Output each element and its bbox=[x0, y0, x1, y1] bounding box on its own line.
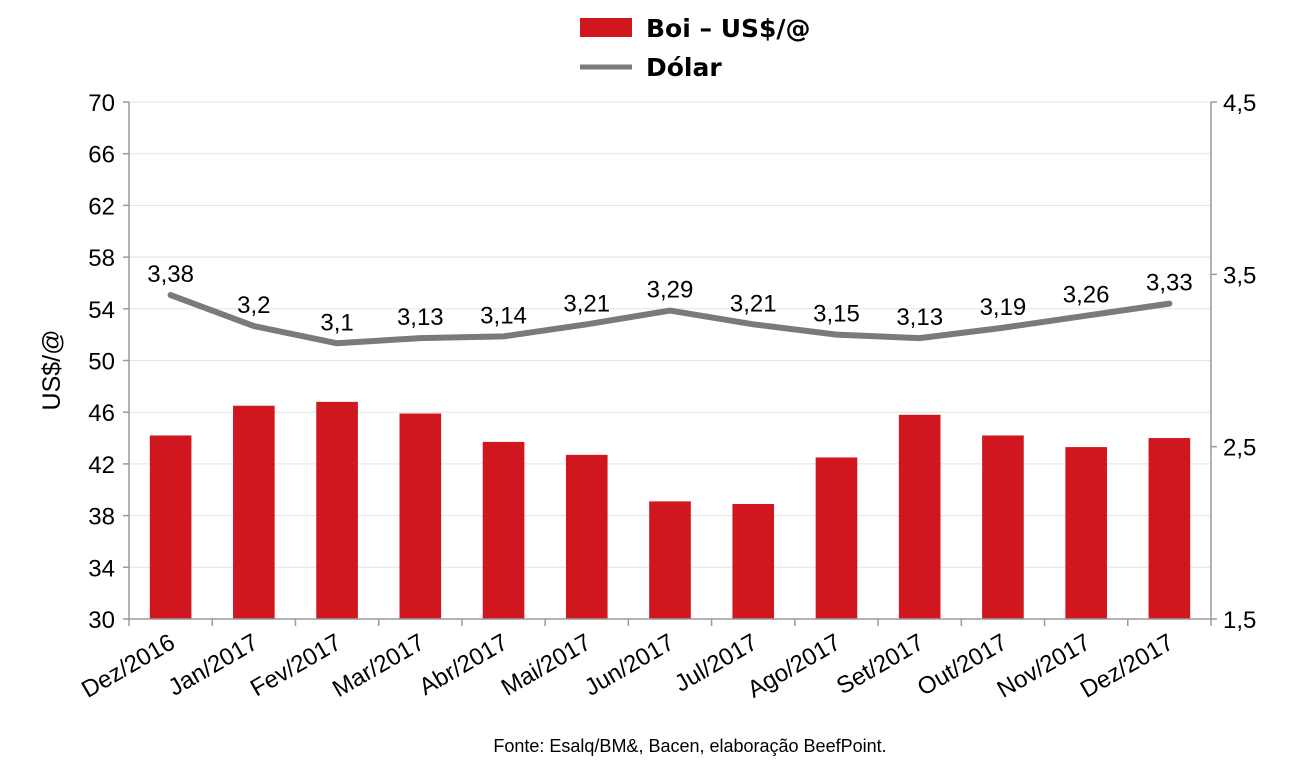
data-label: 3,33 bbox=[1146, 270, 1193, 297]
data-label: 3,38 bbox=[147, 261, 194, 288]
x-tick-label: Nov/2017 bbox=[993, 629, 1095, 704]
y-tick-label: 50 bbox=[88, 349, 115, 376]
data-label: 3,13 bbox=[397, 304, 444, 331]
bar bbox=[1148, 438, 1191, 619]
x-tick-label: Set/2017 bbox=[832, 629, 929, 700]
data-label: 3,15 bbox=[813, 301, 860, 328]
axes bbox=[123, 101, 1217, 626]
bar bbox=[316, 401, 358, 619]
bar bbox=[233, 405, 275, 619]
x-tick-label: Out/2017 bbox=[913, 629, 1012, 702]
bar bbox=[482, 441, 525, 619]
x-tick-label: Dez/2016 bbox=[77, 629, 179, 704]
data-label: 3,2 bbox=[237, 292, 270, 319]
bar bbox=[649, 501, 691, 619]
bar bbox=[399, 413, 442, 619]
bar bbox=[732, 503, 775, 619]
y2-tick-label: 3,5 bbox=[1223, 262, 1256, 289]
y-axis-title: US$/@ bbox=[38, 330, 66, 411]
legend-swatch-bar bbox=[580, 18, 632, 37]
y2-tick-label: 2,5 bbox=[1223, 435, 1256, 462]
x-tick-label: Ago/2017 bbox=[743, 629, 845, 704]
x-tick-label: Jun/2017 bbox=[580, 629, 679, 702]
x-tick-label: Fev/2017 bbox=[246, 629, 346, 702]
y-tick-label: 34 bbox=[88, 555, 115, 582]
data-label: 3,13 bbox=[896, 304, 943, 331]
legend-label-bar: Boi – US$/@ bbox=[646, 14, 811, 43]
y-tick-label: 54 bbox=[88, 297, 115, 324]
bar-series bbox=[149, 401, 1191, 619]
x-tick-label: Dez/2017 bbox=[1076, 629, 1178, 704]
x-tick-label: Mai/2017 bbox=[497, 629, 596, 702]
gridlines bbox=[129, 101, 1211, 620]
y2-tick-label: 1,5 bbox=[1223, 607, 1256, 634]
x-tick-label: Abr/2017 bbox=[415, 629, 513, 701]
bar bbox=[1065, 447, 1107, 619]
y-tick-label: 46 bbox=[88, 400, 115, 427]
x-tick-label: Jan/2017 bbox=[164, 629, 263, 702]
data-label: 3,29 bbox=[647, 277, 694, 304]
source-note: Fonte: Esalq/BM&, Bacen, elaboração Beef… bbox=[493, 736, 886, 756]
bar bbox=[982, 435, 1024, 619]
bar bbox=[898, 414, 941, 619]
data-label: 3,1 bbox=[320, 309, 353, 336]
x-tick-label: Mar/2017 bbox=[328, 629, 429, 703]
data-label: 3,19 bbox=[980, 294, 1027, 321]
y-tick-label: 58 bbox=[88, 245, 115, 272]
line-series bbox=[167, 292, 1173, 347]
y2-tick-label: 4,5 bbox=[1223, 90, 1256, 117]
data-label: 3,14 bbox=[480, 302, 527, 329]
data-label: 3,26 bbox=[1063, 282, 1110, 309]
y-tick-label: 70 bbox=[88, 90, 115, 117]
bar bbox=[815, 457, 858, 619]
right-y-tick-labels: 1,5 2,5 3,5 4,5 bbox=[1223, 90, 1256, 634]
y-tick-label: 38 bbox=[88, 504, 115, 531]
data-label: 3,21 bbox=[563, 290, 610, 317]
legend: Boi – US$/@ Dólar bbox=[580, 14, 811, 82]
dolar-line bbox=[167, 292, 1173, 347]
bar bbox=[565, 454, 608, 619]
y-tick-label: 66 bbox=[88, 142, 115, 169]
line-data-labels: 3,38 3,2 3,1 3,13 3,14 3,21 3,29 3,21 3,15 3,13 3,… bbox=[147, 261, 1192, 336]
legend-label-line: Dólar bbox=[646, 53, 722, 82]
y-tick-label: 30 bbox=[88, 607, 115, 634]
y-tick-label: 42 bbox=[88, 452, 115, 479]
y-tick-label: 62 bbox=[88, 193, 115, 220]
data-label: 3,21 bbox=[730, 290, 777, 317]
left-y-tick-labels: 30 34 38 42 46 50 54 58 62 66 70 bbox=[88, 90, 115, 634]
x-tick-labels: Dez/2016Jan/2017Fev/2017Mar/2017Abr/2017… bbox=[77, 629, 1178, 704]
bar bbox=[149, 435, 192, 619]
